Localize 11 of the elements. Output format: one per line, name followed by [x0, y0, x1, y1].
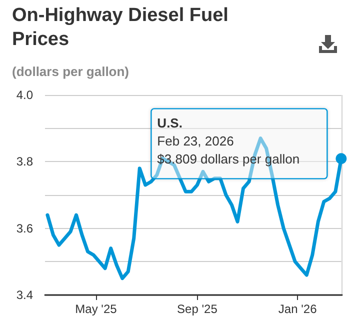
x-tick-label: Sep '25: [177, 302, 218, 316]
x-tick-label: May '25: [75, 302, 118, 316]
y-tick-label: 3.6: [16, 221, 34, 236]
y-tick-label: 3.8: [16, 154, 34, 169]
annotation: Feb 23, 2026: [157, 134, 234, 149]
text: U.S.: [157, 116, 182, 131]
chart-title: On-Highway Diesel Fuel Prices: [12, 4, 230, 52]
y-tick-label: 3.4: [16, 288, 34, 302]
x-tick-label: Jan '26: [278, 302, 318, 316]
y-tick-label: 4.0: [16, 88, 34, 102]
chart-subtitle: (dollars per gallon): [12, 64, 130, 79]
